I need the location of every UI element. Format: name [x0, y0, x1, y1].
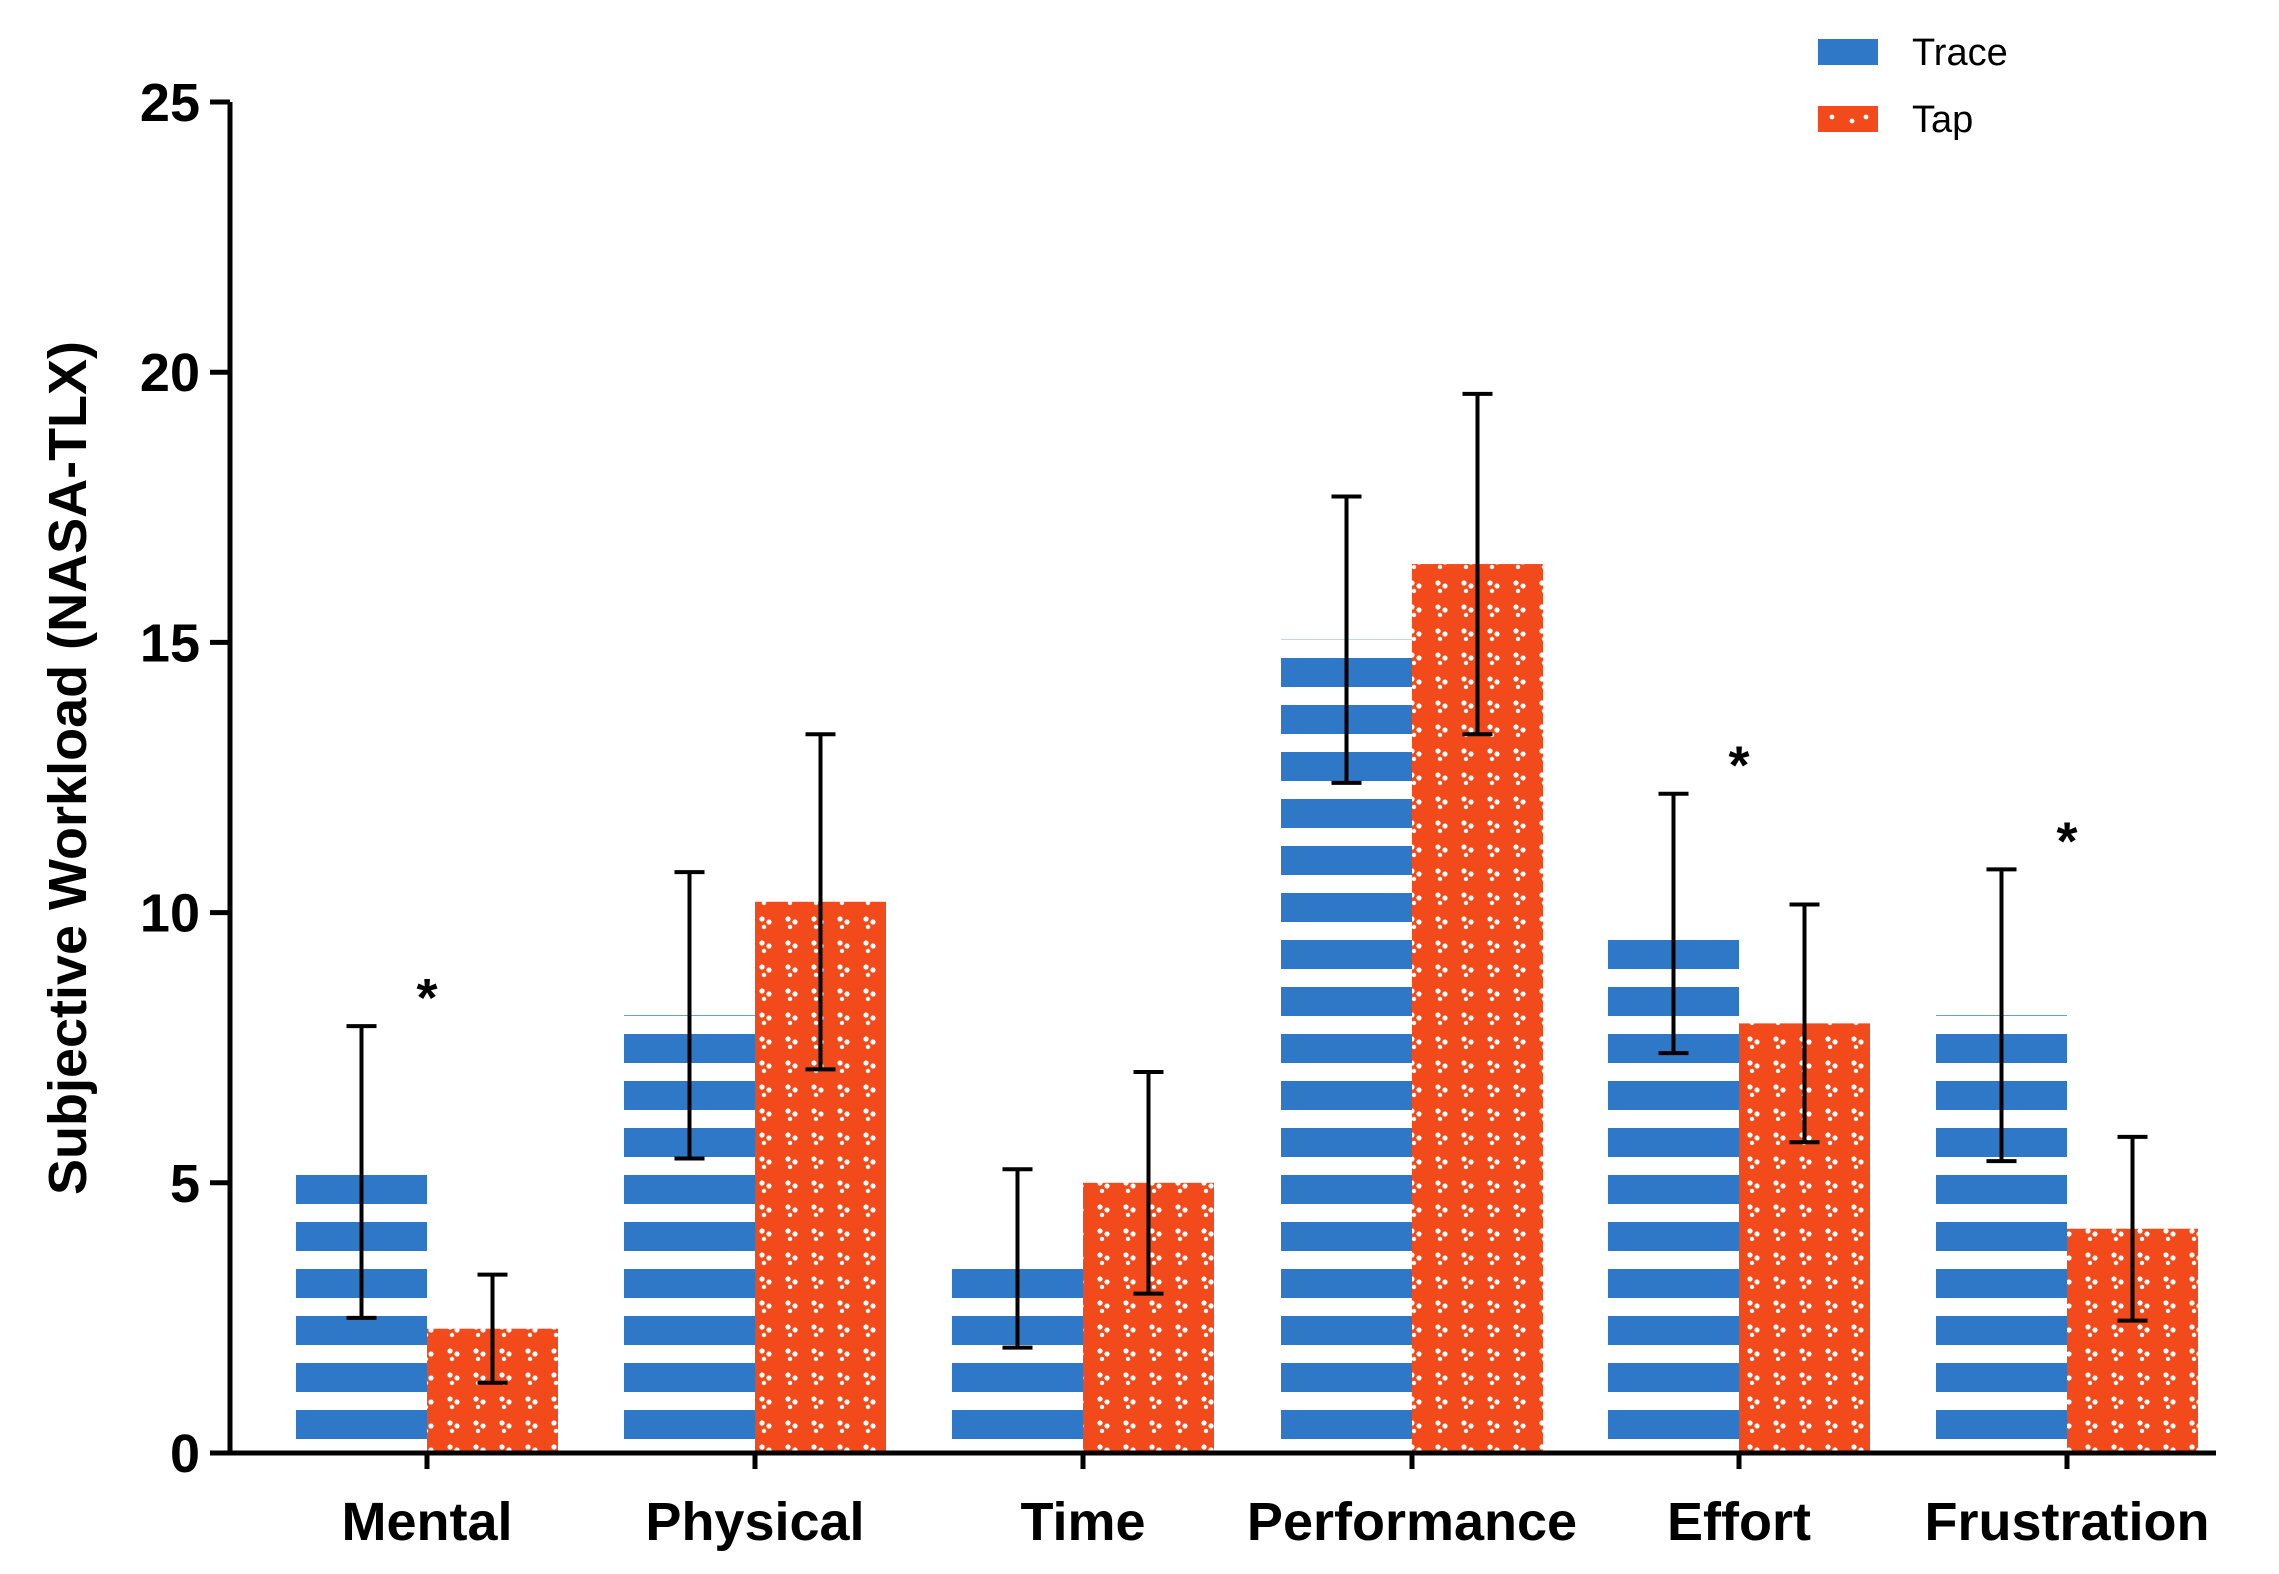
error-bar-trace-frustration	[1986, 867, 2017, 1164]
error-bar-tap-frustration	[2117, 1134, 2148, 1323]
legend-swatch-dot	[1849, 118, 1855, 124]
error-bar-tap-time	[1133, 1070, 1164, 1296]
error-bar-trace-performance	[1331, 494, 1362, 785]
legend-swatch-dot	[1829, 114, 1835, 120]
error-bar-trace-mental	[346, 1024, 377, 1320]
y-tick-label: 10	[140, 884, 200, 944]
y-tick-label: 0	[170, 1424, 200, 1484]
labels-layer: Mental Physical Time Performance Effort Frust…	[140, 73, 2210, 1552]
x-tick-label-performance: Performance	[1247, 1492, 1577, 1552]
legend-swatch-tap	[1818, 106, 1878, 132]
error-bar-tap-physical	[805, 732, 836, 1072]
error-bar-trace-effort	[1658, 791, 1689, 1056]
legend: Trace Tap	[1818, 32, 2008, 141]
error-bar-tap-performance	[1462, 391, 1493, 737]
y-axis-title: Subjective Workload (NASA-TLX)	[38, 341, 98, 1195]
legend-label-trace: Trace	[1912, 32, 2008, 74]
error-bar-tap-mental	[477, 1272, 508, 1385]
error-bars-layer	[346, 391, 2148, 1385]
x-tick-label-physical: Physical	[645, 1492, 864, 1552]
axes-layer	[210, 99, 2216, 1469]
y-tick-label: 5	[170, 1154, 200, 1214]
x-tick-label-frustration: Frustration	[1924, 1492, 2209, 1552]
error-bar-trace-physical	[674, 870, 705, 1161]
significance-marker: *	[2056, 811, 2077, 871]
x-tick-label-time: Time	[1020, 1492, 1145, 1552]
legend-swatch-dot	[1863, 114, 1869, 120]
significance-marker: *	[416, 968, 437, 1028]
x-tick-label-mental: Mental	[341, 1492, 512, 1552]
y-tick-label: 20	[140, 343, 200, 403]
x-tick-label-effort: Effort	[1667, 1492, 1811, 1552]
bars-layer	[296, 564, 2198, 1453]
legend-label-tap: Tap	[1912, 99, 1973, 141]
y-tick-label: 15	[140, 613, 200, 673]
error-bar-tap-effort	[1789, 902, 1820, 1145]
legend-swatch-trace	[1818, 39, 1878, 65]
y-tick-label: 25	[140, 73, 200, 133]
significance-marker: *	[1728, 736, 1749, 796]
error-bar-trace-time	[1002, 1167, 1033, 1350]
